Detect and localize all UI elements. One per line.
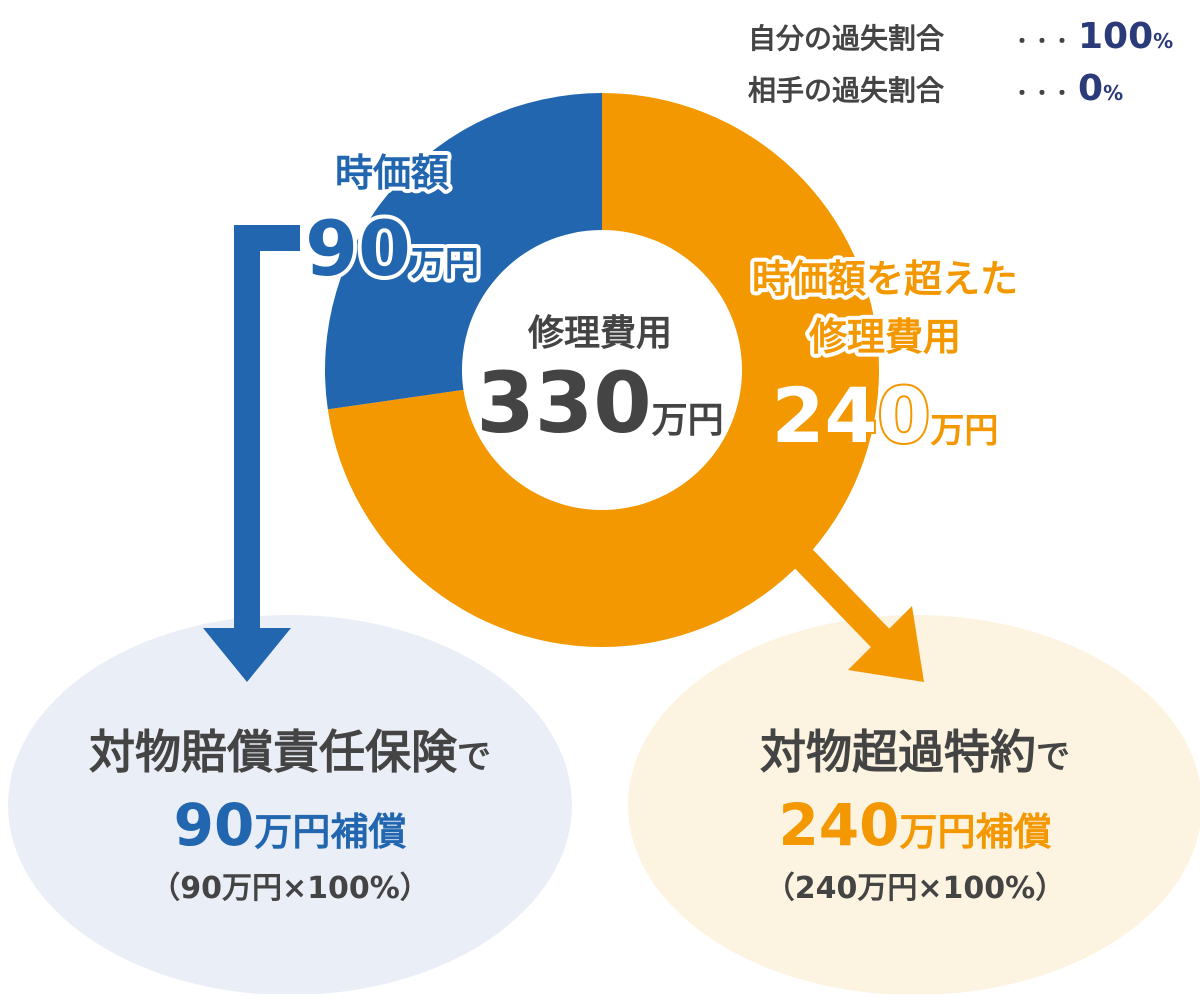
outcome-formula: （240万円×100%） bbox=[765, 871, 1065, 906]
segment-value-part: 万円 bbox=[930, 411, 998, 451]
segment-label: 修理費用 bbox=[808, 315, 961, 359]
blue-arrowhead bbox=[203, 628, 291, 682]
fault-leader-part: ・・・ bbox=[1012, 81, 1072, 105]
outcome-amount-part: 90 bbox=[174, 791, 255, 859]
donut-segment bbox=[327, 93, 879, 647]
segment-value: 90万円 bbox=[305, 204, 479, 293]
segment-label-part: 修理費用 bbox=[808, 315, 961, 359]
total-value-part: 330 bbox=[476, 354, 651, 452]
fault-label-part: 相手の過失割合 bbox=[748, 74, 945, 107]
fault-label: 自分の過失割合 bbox=[748, 22, 945, 55]
outcome-title: 対物超過特約で bbox=[760, 725, 1070, 779]
fault-value-part: % bbox=[1103, 81, 1123, 105]
outcome-amount: 90万円補償 bbox=[174, 791, 407, 859]
outcome-title-part: 対物賠償責任保険 bbox=[89, 725, 458, 779]
outcome-title-part: で bbox=[1036, 737, 1070, 777]
fault-value-part: % bbox=[1153, 29, 1173, 53]
outcome-formula: （90万円×100%） bbox=[150, 871, 430, 906]
fault-label: 相手の過失割合 bbox=[748, 74, 945, 107]
fault-leader-part: ・・・ bbox=[1012, 29, 1072, 53]
donut-segment bbox=[325, 93, 602, 410]
segment-value-part: 万円 bbox=[411, 244, 479, 284]
fault-leader: ・・・ bbox=[1012, 29, 1072, 53]
fault-value-part: 0 bbox=[1078, 68, 1103, 109]
segment-value: 240万円 bbox=[772, 371, 999, 460]
outcome-formula-part: （90万円×100%） bbox=[150, 871, 430, 906]
segment-label-part: 時価額を超えた bbox=[752, 257, 1018, 301]
blue-arrow bbox=[234, 225, 300, 632]
fault-value: 100% bbox=[1078, 16, 1173, 57]
outcome-title: 対物賠償責任保険で bbox=[89, 725, 491, 779]
total-value-part: 万円 bbox=[652, 400, 724, 441]
total-label-part: 修理費用 bbox=[527, 313, 672, 354]
total-label: 修理費用 bbox=[527, 313, 672, 354]
blue-ellipse bbox=[8, 615, 572, 995]
outcome-title-part: 対物超過特約 bbox=[760, 725, 1036, 779]
outcome-amount-part: 万円補償 bbox=[254, 810, 406, 854]
outcome-amount: 240万円補償 bbox=[778, 791, 1051, 859]
fault-value: 0% bbox=[1078, 68, 1123, 109]
orange-ellipse bbox=[628, 615, 1200, 995]
segment-value-part: 90 bbox=[305, 204, 411, 293]
outcome-title-part: で bbox=[457, 737, 491, 777]
orange-arrowhead bbox=[848, 606, 924, 682]
fault-label-part: 自分の過失割合 bbox=[748, 22, 945, 55]
segment-value-part: 240 bbox=[772, 371, 931, 460]
orange-arrow bbox=[790, 545, 895, 653]
fault-value-part: 100 bbox=[1078, 16, 1153, 57]
total-value: 330万円 bbox=[476, 354, 723, 452]
outcome-amount-part: 万円補償 bbox=[900, 810, 1052, 854]
segment-label: 時価額を超えた bbox=[752, 257, 1018, 301]
segment-label-part: 時価額 bbox=[335, 151, 449, 195]
outcome-formula-part: （240万円×100%） bbox=[765, 871, 1065, 906]
fault-leader: ・・・ bbox=[1012, 81, 1072, 105]
outcome-amount-part: 240 bbox=[778, 791, 899, 859]
donut bbox=[325, 93, 879, 647]
segment-label: 時価額 bbox=[335, 151, 449, 195]
